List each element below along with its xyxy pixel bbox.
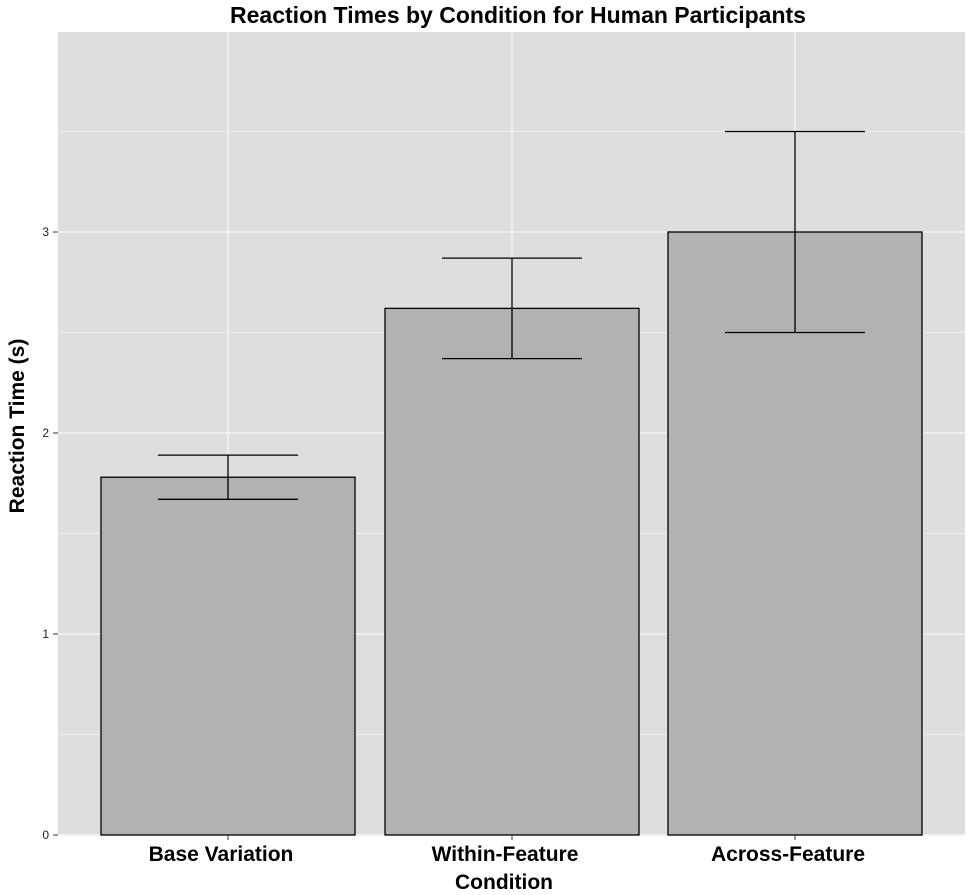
x-axis-title: Condition [455,871,553,894]
y-tick-label: 1 [42,627,49,641]
x-axis-ticks: Base Variation Within-Feature Across-Featu… [149,835,865,866]
y-tick-label: 2 [42,426,49,440]
bar-within-feature [384,307,640,836]
chart-title: Reaction Times by Condition for Human Pa… [230,2,806,28]
x-tick-label: Within-Feature [432,843,579,866]
x-tick-label: Base Variation [149,843,294,866]
y-axis-ticks: 0 1 2 3 [42,225,58,842]
bar-base-variation [100,476,356,836]
error-bars [158,130,865,500]
bars [100,231,923,836]
y-tick-label: 3 [42,225,49,239]
error-bar [442,257,582,360]
error-bar [725,130,865,334]
y-axis-title: Reaction Time (s) [6,339,29,514]
x-tick-label: Across-Feature [711,843,865,866]
error-bar [158,454,298,500]
y-tick-label: 0 [42,828,49,842]
